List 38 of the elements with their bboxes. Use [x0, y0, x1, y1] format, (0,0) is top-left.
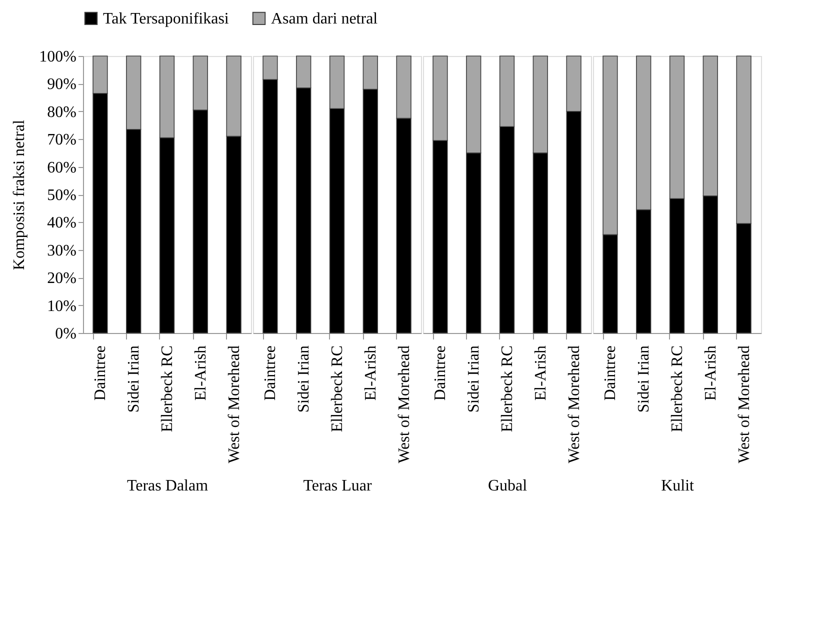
x-axis-title: Kulit [661, 477, 694, 494]
x-tick-label: West of Morehead [566, 346, 583, 464]
x-tick-label: West of Morehead [396, 346, 413, 464]
x-tick-label: El-Arish [702, 346, 720, 401]
x-tick-label: Sidei Irian [466, 346, 483, 413]
y-tick-label: 70% [47, 132, 76, 149]
x-tick-label: Ellerbeck RC [669, 346, 686, 432]
x-tick-label: West of Morehead [226, 346, 243, 464]
x-tick-label: Ellerbeck RC [499, 346, 516, 432]
y-tick-label: 10% [47, 298, 76, 315]
y-tick-label: 90% [47, 76, 76, 94]
x-tick-label: El-Arish [532, 346, 550, 401]
y-tick-label: 30% [47, 242, 76, 260]
x-tick-label: El-Arish [362, 346, 380, 401]
x-tick-label: Sidei Irian [296, 346, 313, 413]
x-tick-label: West of Morehead [736, 346, 753, 464]
x-tick-label: Daintree [602, 346, 620, 401]
x-axis-title: Teras Dalam [126, 477, 209, 494]
x-tick-label: Daintree [432, 346, 450, 401]
y-tick-label: 40% [47, 214, 76, 232]
x-tick-label: Daintree [262, 346, 280, 401]
y-tick-label: 20% [47, 270, 76, 288]
x-tick-label: Ellerbeck RC [329, 346, 346, 432]
x-tick-label: Ellerbeck RC [159, 346, 176, 432]
legend-label: Tak Tersaponifikasi [103, 10, 230, 28]
x-axis-title: Gubal [488, 477, 528, 494]
y-tick-label: 100% [39, 48, 76, 66]
x-tick-label: Sidei Irian [126, 346, 143, 413]
x-tick-label: Sidei Irian [636, 346, 653, 413]
y-tick-label: 50% [47, 187, 76, 204]
y-tick-label: 80% [47, 104, 76, 121]
y-axis-title: Komposisi fraksi netral [11, 119, 28, 270]
legend-label: Asam dari netral [271, 10, 378, 28]
x-tick-label: Daintree [92, 346, 110, 401]
y-tick-label: 0% [55, 326, 76, 342]
x-axis-title: Teras Luar [303, 477, 372, 494]
x-tick-label: El-Arish [192, 346, 210, 401]
y-tick-label: 60% [47, 159, 76, 176]
